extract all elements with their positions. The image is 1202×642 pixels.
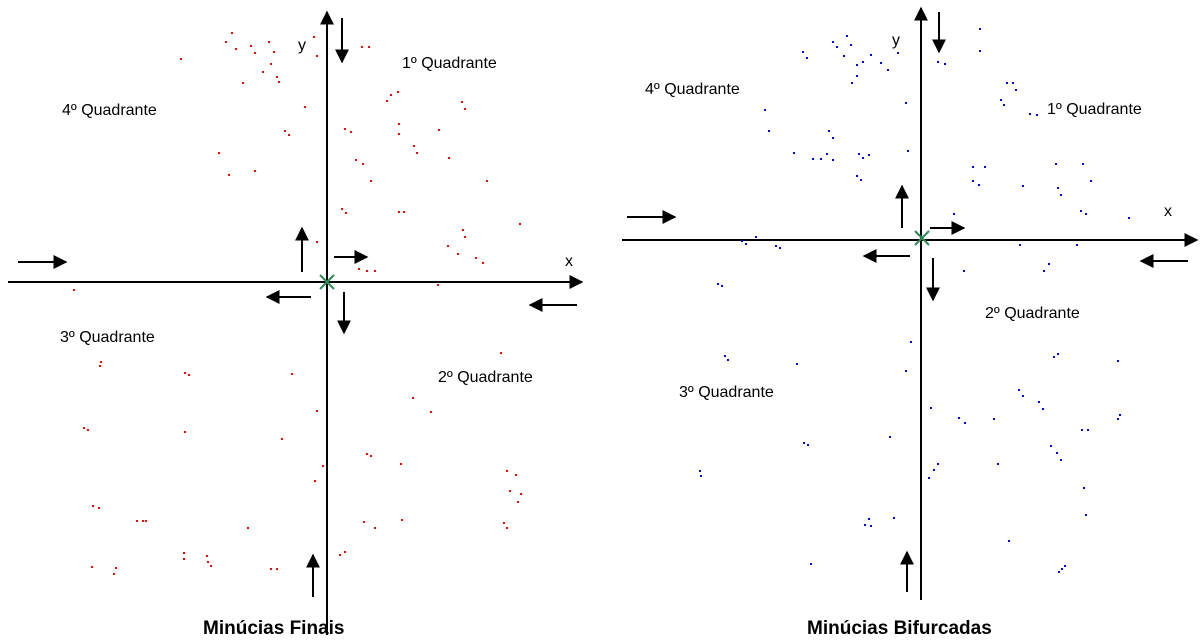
- right-quadrant-3-label: 3º Quadrante: [679, 384, 774, 401]
- right-origin-marker: [914, 230, 930, 246]
- left-origin-marker: [319, 274, 335, 290]
- right-panel: y x 1º Quadrante 2º Quadrante 3º Quadran…: [622, 6, 1199, 639]
- left-quadrant-4-label: 4º Quadrante: [62, 102, 157, 119]
- right-quadrant-4-label: 4º Quadrante: [645, 81, 740, 98]
- right-quadrant-1-label: 1º Quadrante: [1047, 101, 1142, 118]
- left-minutiae-dots: [73, 32, 522, 575]
- left-quadrant-3-label: 3º Quadrante: [60, 329, 155, 346]
- right-direction-arrows: [627, 12, 1188, 592]
- left-direction-arrows: [18, 18, 577, 597]
- left-panel: y x 1º Quadrante 2º Quadrante 3º Quadran…: [8, 10, 584, 639]
- right-minutiae-dots: [699, 28, 1130, 573]
- left-x-label: x: [565, 253, 573, 270]
- left-quadrant-1-label: 1º Quadrante: [402, 55, 497, 72]
- right-caption: Minúcias Bifurcadas: [807, 618, 992, 639]
- right-x-label: x: [1164, 203, 1172, 220]
- right-quadrant-2-label: 2º Quadrante: [985, 305, 1080, 322]
- left-caption: Minúcias Finais: [203, 618, 344, 639]
- left-y-label: y: [298, 37, 306, 54]
- left-quadrant-2-label: 2º Quadrante: [438, 369, 533, 386]
- right-y-label: y: [892, 32, 900, 49]
